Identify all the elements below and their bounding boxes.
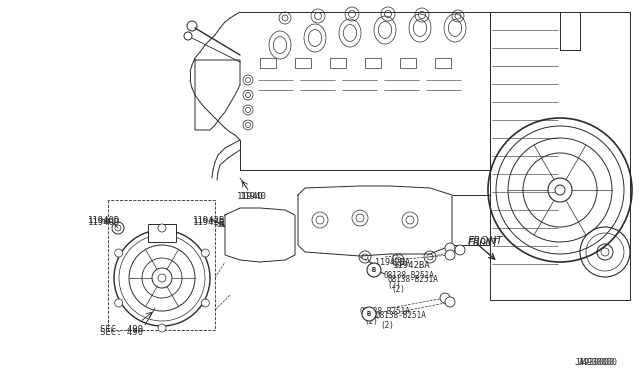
Polygon shape	[240, 15, 490, 170]
Text: 11942BA: 11942BA	[393, 261, 431, 270]
Circle shape	[367, 263, 381, 277]
Circle shape	[158, 224, 166, 232]
Circle shape	[455, 245, 465, 255]
Text: (2): (2)	[391, 285, 405, 294]
Bar	[330, 58, 346, 68]
Text: J49300D0: J49300D0	[578, 358, 618, 367]
Circle shape	[158, 324, 166, 332]
Bar	[365, 58, 381, 68]
Bar	[260, 58, 276, 68]
Text: 08138-B251A: 08138-B251A	[383, 271, 434, 280]
Text: J49300D0: J49300D0	[575, 358, 615, 367]
Circle shape	[445, 250, 455, 260]
Text: 11940: 11940	[240, 192, 267, 201]
Bar	[435, 58, 451, 68]
Text: 11940D: 11940D	[88, 216, 120, 225]
Circle shape	[158, 274, 166, 282]
Circle shape	[115, 249, 123, 257]
Text: 11942B: 11942B	[193, 216, 225, 225]
Polygon shape	[195, 60, 240, 130]
Text: 08138-B251A: 08138-B251A	[360, 307, 411, 316]
Circle shape	[202, 299, 209, 307]
Text: (2): (2)	[387, 281, 401, 290]
Circle shape	[555, 185, 565, 195]
Text: FRONT: FRONT	[468, 238, 499, 248]
Circle shape	[440, 293, 450, 303]
Text: SEC. 490: SEC. 490	[100, 328, 143, 337]
Text: 08138-B251A: 08138-B251A	[376, 311, 427, 320]
Circle shape	[445, 243, 455, 253]
Bar	[295, 58, 311, 68]
Text: B: B	[372, 267, 376, 273]
Text: 11942B: 11942B	[193, 218, 225, 227]
Circle shape	[202, 249, 209, 257]
Text: 11940: 11940	[237, 192, 264, 201]
Polygon shape	[225, 208, 295, 262]
Circle shape	[601, 248, 609, 256]
Bar	[148, 224, 176, 242]
Text: 11942BA: 11942BA	[375, 258, 410, 267]
Text: B: B	[367, 311, 371, 317]
Text: (2): (2)	[380, 321, 394, 330]
Text: 11940D: 11940D	[88, 218, 120, 227]
Circle shape	[362, 307, 376, 321]
Bar	[400, 58, 416, 68]
Circle shape	[445, 297, 455, 307]
Polygon shape	[298, 186, 452, 256]
Circle shape	[115, 299, 123, 307]
Polygon shape	[490, 12, 630, 300]
Text: 08138-B251A: 08138-B251A	[387, 275, 438, 284]
Text: (2): (2)	[364, 317, 378, 326]
Text: FRONT: FRONT	[468, 236, 504, 246]
Text: SEC. 490: SEC. 490	[100, 325, 143, 334]
